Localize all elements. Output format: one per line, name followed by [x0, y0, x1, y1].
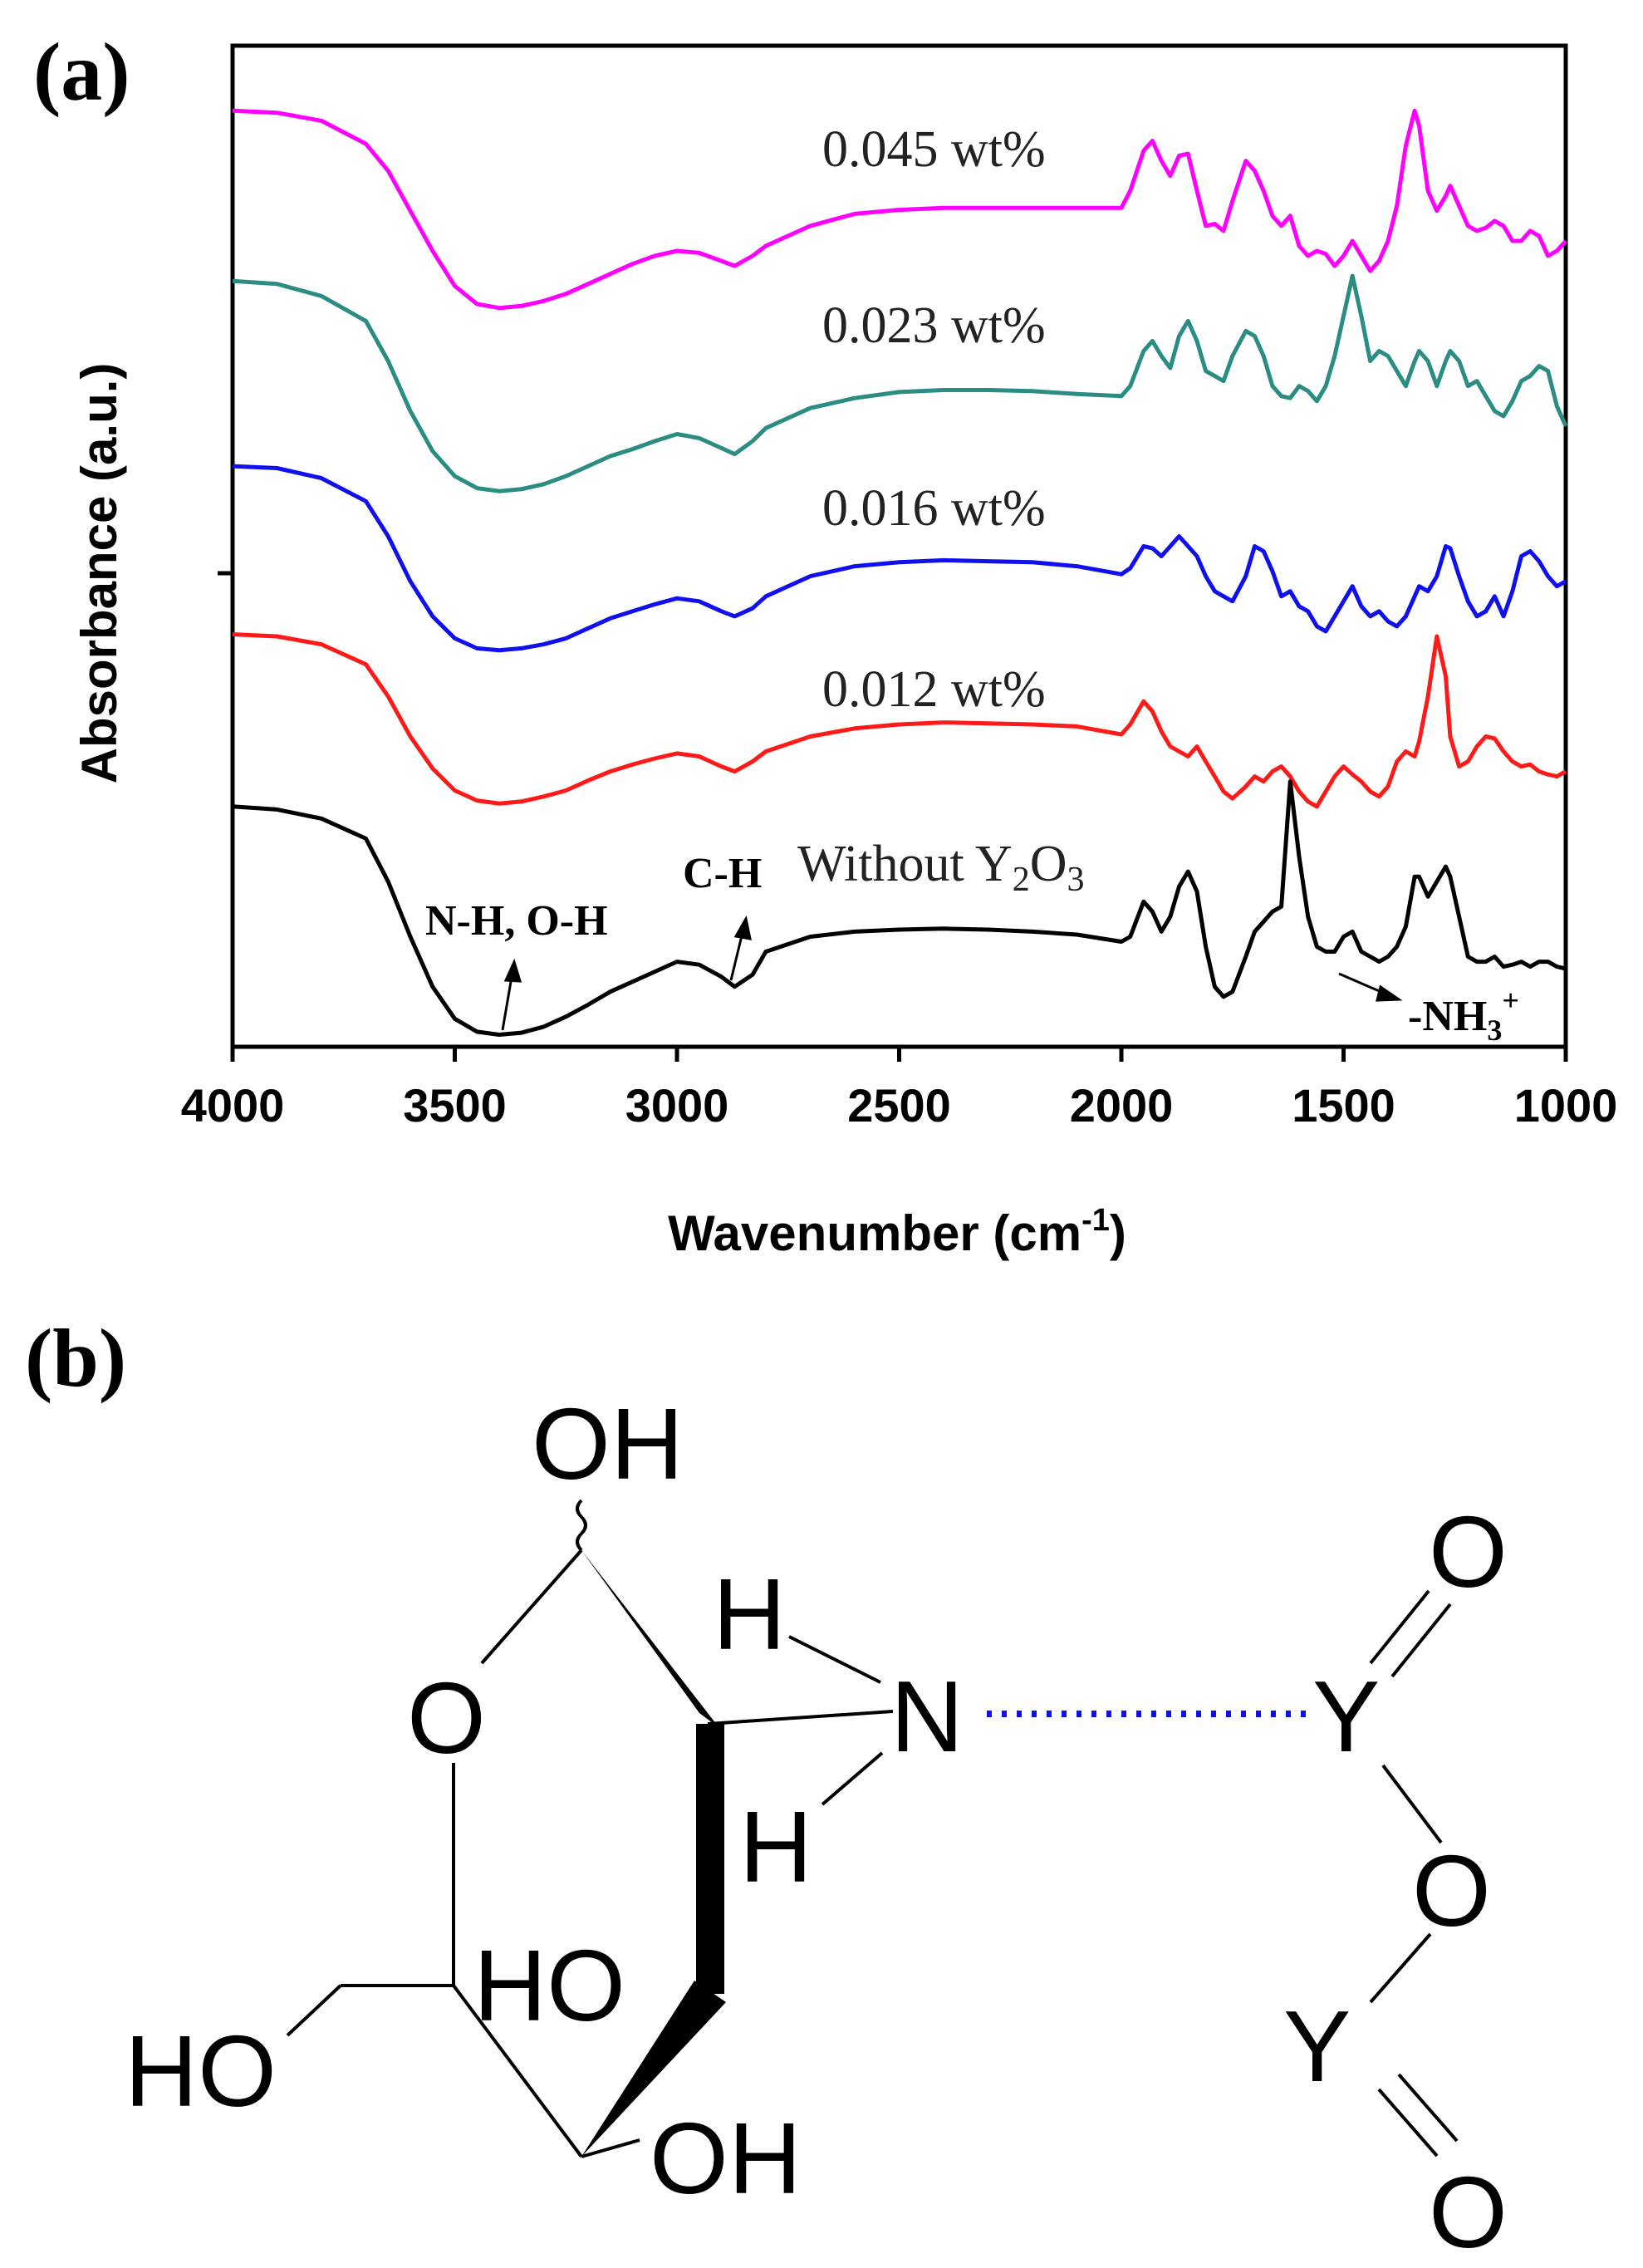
series-label-0023: 0.023 wt% [822, 297, 1046, 354]
wedge-bond-top [581, 1550, 719, 1728]
atom-y-top: Y [1312, 1660, 1380, 1773]
x-tick-label-2: 3000 [625, 1079, 729, 1132]
series-line-0 [232, 108, 1567, 311]
wedge-bond-right [696, 1724, 724, 1994]
wedge-bond-bottom [581, 1981, 726, 2157]
x-ticks: 4000 3500 3000 2500 2000 1500 1000 [181, 1047, 1618, 1132]
atom-h-lower: H [739, 1790, 812, 1903]
series-line-2 [232, 464, 1567, 653]
atom-oh-top: OH [532, 1387, 684, 1500]
x-tick-label-3: 2500 [847, 1079, 951, 1132]
panel-a-label: (a) [33, 26, 130, 118]
annotation-nh3: -NH3+ [1408, 984, 1519, 1047]
chart-a: 4000 3500 3000 2500 2000 1500 1000 0.045 wt% 0… [71, 43, 1618, 1261]
series-line-3 [232, 632, 1567, 809]
series-label-0016: 0.016 wt% [822, 480, 1046, 537]
x-tick-label-0: 4000 [181, 1079, 285, 1132]
series-label-0045: 0.045 wt% [822, 121, 1046, 178]
atom-o-bottom: O [1429, 2156, 1508, 2268]
atom-ho-left: HO [125, 2015, 277, 2128]
atom-o-top: O [1429, 1495, 1508, 1608]
series-line-4 [232, 779, 1567, 1037]
x-tick-label-1: 3500 [403, 1079, 507, 1132]
chemical-structure: OH O H N H HO HO OH Y O O Y O [125, 1387, 1508, 2268]
x-axis-title: Wavenumber (cm-1) [668, 1203, 1126, 1261]
atom-oh-bottom: OH [650, 2102, 802, 2215]
series-line-1 [232, 273, 1568, 493]
annotation-nh-oh: N-H, O-H [425, 897, 608, 945]
panel-b-label: (b) [25, 1312, 126, 1404]
atom-o-ring: O [407, 1662, 486, 1775]
x-tick-label-6: 1000 [1514, 1079, 1618, 1132]
x-tick-label-4: 2000 [1070, 1079, 1174, 1132]
x-tick-label-5: 1500 [1292, 1079, 1395, 1132]
atom-y-bottom: Y [1283, 1990, 1351, 2103]
atom-ho-mid: HO [473, 1929, 625, 2042]
atom-n: N [890, 1660, 964, 1773]
annotation-arrows [501, 915, 1403, 1031]
atom-h-upper: H [713, 1558, 786, 1671]
series-label-without: Without Y2O3 [797, 836, 1084, 899]
annotation-ch: C-H [683, 850, 762, 897]
series-label-0012: 0.012 wt% [822, 661, 1046, 718]
atom-o-bridge: O [1412, 1834, 1491, 1947]
bonds [286, 1499, 1459, 2158]
y-axis-title: Absorbance (a.u.) [71, 363, 127, 784]
series-layer [232, 108, 1568, 1037]
